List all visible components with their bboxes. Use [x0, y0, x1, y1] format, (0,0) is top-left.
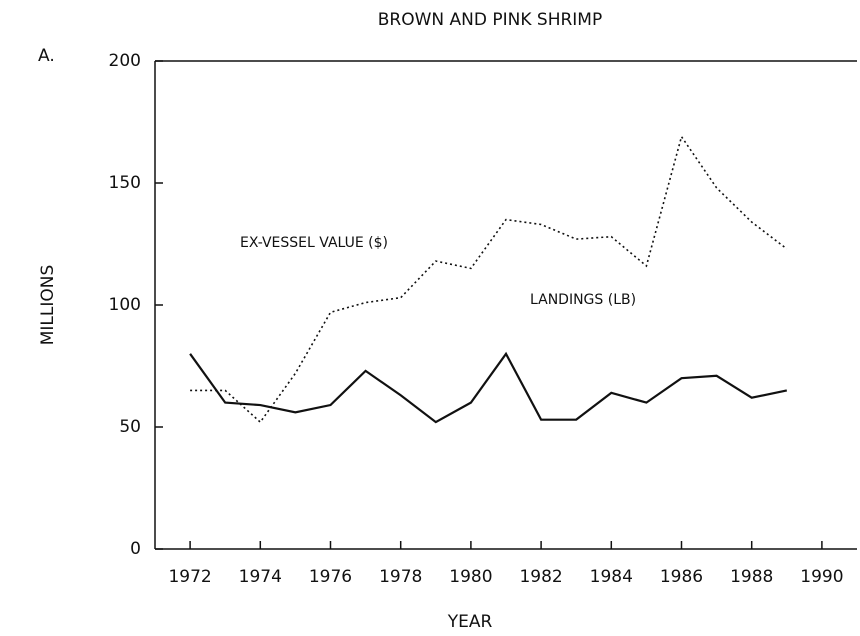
y-axis-label: MILLIONS [38, 265, 58, 346]
series-line [190, 134, 788, 424]
x-tick-label: 1988 [730, 567, 773, 587]
y-tick-label: 200 [109, 51, 141, 71]
x-tick-label: 1972 [168, 567, 211, 587]
panel-label: A. [38, 46, 55, 66]
x-tick-label: 1986 [660, 567, 703, 587]
y-tick-label: 0 [130, 539, 141, 559]
y-tick-label: 50 [119, 417, 141, 437]
y-tick-label: 100 [109, 295, 141, 315]
y-tick-label: 150 [109, 173, 141, 193]
series-line [189, 351, 788, 424]
series-annotation: LANDINGS (LB) [530, 292, 636, 308]
chart-title: BROWN AND PINK SHRIMP [378, 10, 602, 30]
x-tick-label: 1984 [590, 567, 633, 587]
x-tick-label: 1980 [449, 567, 492, 587]
x-tick-label: 1976 [309, 567, 352, 587]
series-annotation: EX-VESSEL VALUE ($) [240, 235, 388, 251]
x-tick-label: 1974 [239, 567, 282, 587]
x-tick-label: 1982 [519, 567, 562, 587]
x-axis-label: YEAR [447, 612, 493, 632]
x-tick-label: 1990 [800, 567, 843, 587]
x-tick-label: 1978 [379, 567, 422, 587]
